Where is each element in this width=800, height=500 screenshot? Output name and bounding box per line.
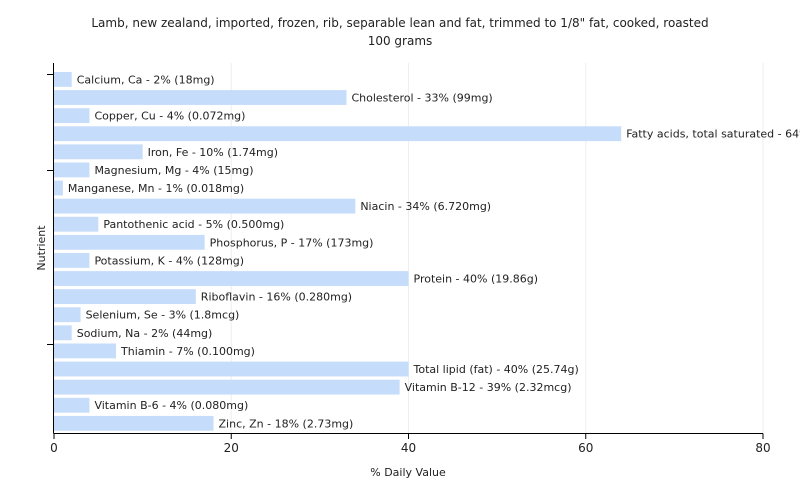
bar-label: Pantothenic acid - 5% (0.500mg) — [103, 218, 284, 231]
bar — [54, 90, 347, 105]
bar-label: Protein - 40% (19.86g) — [414, 273, 539, 286]
bar-label: Iron, Fe - 10% (1.74mg) — [148, 146, 278, 159]
bar — [54, 216, 99, 232]
bar-label: Thiamin - 7% (0.100mg) — [120, 345, 255, 358]
bar — [54, 180, 63, 196]
bar — [54, 289, 196, 305]
bar — [54, 72, 72, 87]
bar — [54, 234, 205, 250]
bar — [54, 415, 214, 431]
bar-label: Selenium, Se - 3% (1.8mcg) — [86, 309, 240, 322]
bar-label: Total lipid (fat) - 40% (25.74g) — [413, 363, 579, 376]
bar — [54, 325, 72, 341]
bar — [54, 397, 90, 413]
x-tick-label: 60 — [578, 441, 593, 455]
x-tick-label: 0 — [50, 441, 58, 455]
x-tick-label: 20 — [224, 441, 239, 455]
bar — [54, 361, 409, 377]
bar — [54, 253, 90, 268]
bar-label: Riboflavin - 16% (0.280mg) — [201, 291, 352, 304]
bar-label: Cholesterol - 33% (99mg) — [351, 92, 492, 105]
y-axis-title: Nutrient — [35, 225, 48, 271]
bar — [54, 162, 90, 178]
bar-label: Calcium, Ca - 2% (18mg) — [77, 73, 215, 86]
bar-label: Phosphorus, P - 17% (173mg) — [210, 236, 374, 249]
bar — [54, 198, 356, 214]
chart-title: Lamb, new zealand, imported, frozen, rib… — [91, 16, 708, 30]
bars: Calcium, Ca - 2% (18mg) Cholesterol - 33%… — [54, 72, 800, 431]
bar — [54, 271, 409, 286]
bar — [54, 126, 622, 142]
bar-label: Vitamin B-12 - 39% (2.32mcg) — [405, 381, 572, 394]
bar — [54, 379, 400, 395]
bar-label: Magnesium, Mg - 4% (15mg) — [94, 164, 253, 177]
bar-label: Manganese, Mn - 1% (0.018mg) — [68, 182, 244, 195]
x-axis-title: % Daily Value — [370, 466, 446, 479]
x-tick-label: 40 — [401, 441, 416, 455]
bar-label: Niacin - 34% (6.720mg) — [360, 200, 491, 213]
x-tick-label: 80 — [755, 441, 770, 455]
bar-label: Copper, Cu - 4% (0.072mg) — [94, 110, 245, 123]
x-ticks: 0 20 40 60 80 — [50, 433, 771, 455]
bar — [54, 108, 90, 124]
bar — [54, 144, 143, 160]
bar-label: Potassium, K - 4% (128mg) — [94, 254, 244, 267]
bar-label: Zinc, Zn - 18% (2.73mg) — [219, 417, 354, 430]
bar-label: Sodium, Na - 2% (44mg) — [77, 327, 213, 340]
bar — [54, 307, 81, 323]
bar — [54, 343, 117, 359]
chart-subtitle: 100 grams — [368, 34, 433, 48]
bar-label: Vitamin B-6 - 4% (0.080mg) — [94, 399, 248, 412]
bar-label: Fatty acids, total saturated - 64% (12.8… — [626, 128, 800, 141]
